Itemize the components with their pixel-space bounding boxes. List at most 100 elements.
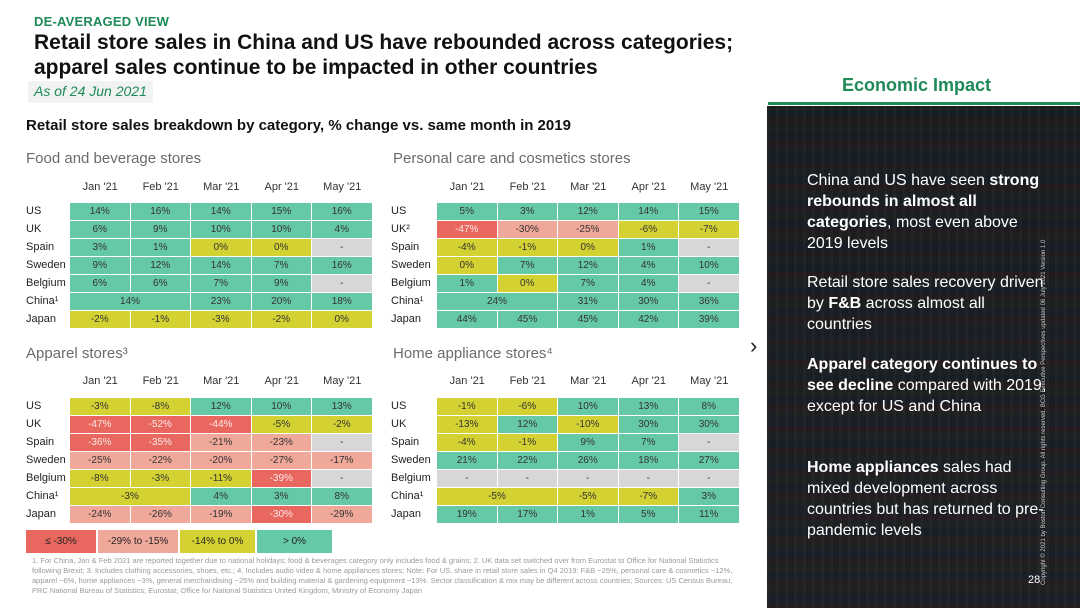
table-cell: -39% — [251, 470, 312, 488]
legend-item: -29% to -15% — [98, 530, 178, 553]
table-cell: 24% — [437, 293, 558, 311]
table-cell: 10% — [679, 257, 740, 275]
row-label: Sweden — [26, 259, 66, 271]
table-title: Home appliance stores⁴ — [393, 345, 553, 362]
row-label: US — [391, 400, 407, 412]
row-label: UK — [391, 418, 407, 430]
column-header: Mar '21 — [570, 375, 607, 387]
table-cell: -35% — [130, 434, 191, 452]
chevron-right-icon[interactable]: › — [750, 333, 758, 358]
eyebrow-label: DE-AVERAGED VIEW — [34, 14, 170, 29]
table-cell: -29% — [312, 506, 373, 524]
table-cell: 1% — [618, 239, 679, 257]
table-title: Apparel stores³ — [26, 345, 128, 362]
table-cell: 26% — [558, 452, 619, 470]
table-cell: 0% — [312, 311, 373, 329]
image-overlay — [767, 106, 1080, 608]
table-cell: 30% — [618, 293, 679, 311]
table-cell: 10% — [251, 398, 312, 416]
table-cell: -17% — [312, 452, 373, 470]
table-cell: -2% — [251, 311, 312, 329]
page-title: Retail store sales in China and US have … — [34, 31, 734, 79]
column-header: Apr '21 — [631, 375, 666, 387]
table-cell: 45% — [558, 311, 619, 329]
table-cell: 14% — [70, 293, 191, 311]
table-cell: 1% — [130, 239, 191, 257]
table-cell: 19% — [437, 506, 498, 524]
table-cell: 9% — [558, 434, 619, 452]
column-header: Feb '21 — [509, 181, 546, 193]
table-cell: 9% — [251, 275, 312, 293]
table-title: Personal care and cosmetics stores — [393, 150, 631, 167]
table-cell: 9% — [130, 221, 191, 239]
table-cell: -30% — [497, 221, 558, 239]
table-cell: 12% — [497, 416, 558, 434]
table-cell: -24% — [70, 506, 131, 524]
table-cell: -3% — [130, 470, 191, 488]
table-cell: - — [312, 434, 373, 452]
table-cell: 14% — [191, 257, 252, 275]
column-header: May '21 — [690, 375, 729, 387]
page-number: 28 — [1028, 574, 1041, 586]
table-cell: 16% — [130, 203, 191, 221]
table-cell: 4% — [191, 488, 252, 506]
table-cell: -26% — [130, 506, 191, 524]
table-cell: -3% — [191, 311, 252, 329]
table-cell: 39% — [679, 311, 740, 329]
row-label: Spain — [391, 436, 420, 448]
table-cell: 15% — [679, 203, 740, 221]
column-header: Feb '21 — [142, 181, 179, 193]
insight-text: Retail store sales recovery driven by F&… — [807, 274, 1044, 333]
table-cell: - — [679, 434, 740, 452]
table-cell: 12% — [130, 257, 191, 275]
row-label: Spain — [391, 241, 420, 253]
table-cell: - — [312, 470, 373, 488]
column-header: Jan '21 — [82, 181, 118, 193]
table-cell: 1% — [437, 275, 498, 293]
table-cell: - — [558, 470, 619, 488]
column-header: Jan '21 — [449, 375, 485, 387]
insight-highlight: strong rebounds in almost all categories — [807, 172, 1040, 231]
legend-item: -14% to 0% — [180, 530, 255, 553]
row-label: UK — [26, 418, 42, 430]
table-cell: -30% — [251, 506, 312, 524]
section-divider — [768, 102, 1080, 105]
column-header: Apr '21 — [264, 375, 299, 387]
legend-item: > 0% — [257, 530, 332, 553]
table-cell: 0% — [497, 275, 558, 293]
section-label: Economic Impact — [842, 75, 992, 95]
table-cell: - — [618, 470, 679, 488]
insight-highlight: Home appliances — [807, 459, 939, 476]
column-header: Mar '21 — [203, 375, 240, 387]
row-label: Spain — [26, 436, 55, 448]
row-label: US — [391, 205, 407, 217]
table-cell: 4% — [312, 221, 373, 239]
table-cell: -3% — [70, 398, 131, 416]
column-header: Mar '21 — [570, 181, 607, 193]
table-cell: 7% — [618, 434, 679, 452]
table-cell: 0% — [191, 239, 252, 257]
table-cell: 44% — [437, 311, 498, 329]
table-cell: 4% — [618, 257, 679, 275]
row-label: Sweden — [391, 259, 431, 271]
table-cell: 12% — [558, 203, 619, 221]
table-cell: -1% — [437, 398, 498, 416]
row-label: Belgium — [391, 472, 431, 484]
row-label: China¹ — [391, 490, 424, 502]
table-cell: - — [679, 239, 740, 257]
table-cell: 3% — [70, 239, 131, 257]
row-label: UK² — [391, 223, 410, 235]
row-label: China¹ — [26, 490, 59, 502]
table-cell: -19% — [191, 506, 252, 524]
table-cell: -22% — [130, 452, 191, 470]
row-label: Japan — [26, 313, 56, 325]
table-cell: - — [497, 470, 558, 488]
column-header: Jan '21 — [449, 181, 485, 193]
table-cell: -1% — [497, 434, 558, 452]
copyright-text: Copyright © 2021 by Boston Consulting Gr… — [1041, 239, 1047, 585]
row-label: Belgium — [26, 277, 66, 289]
table-cell: 10% — [251, 221, 312, 239]
table-cell: -5% — [251, 416, 312, 434]
table-cell: -10% — [558, 416, 619, 434]
table-cell: 30% — [618, 416, 679, 434]
